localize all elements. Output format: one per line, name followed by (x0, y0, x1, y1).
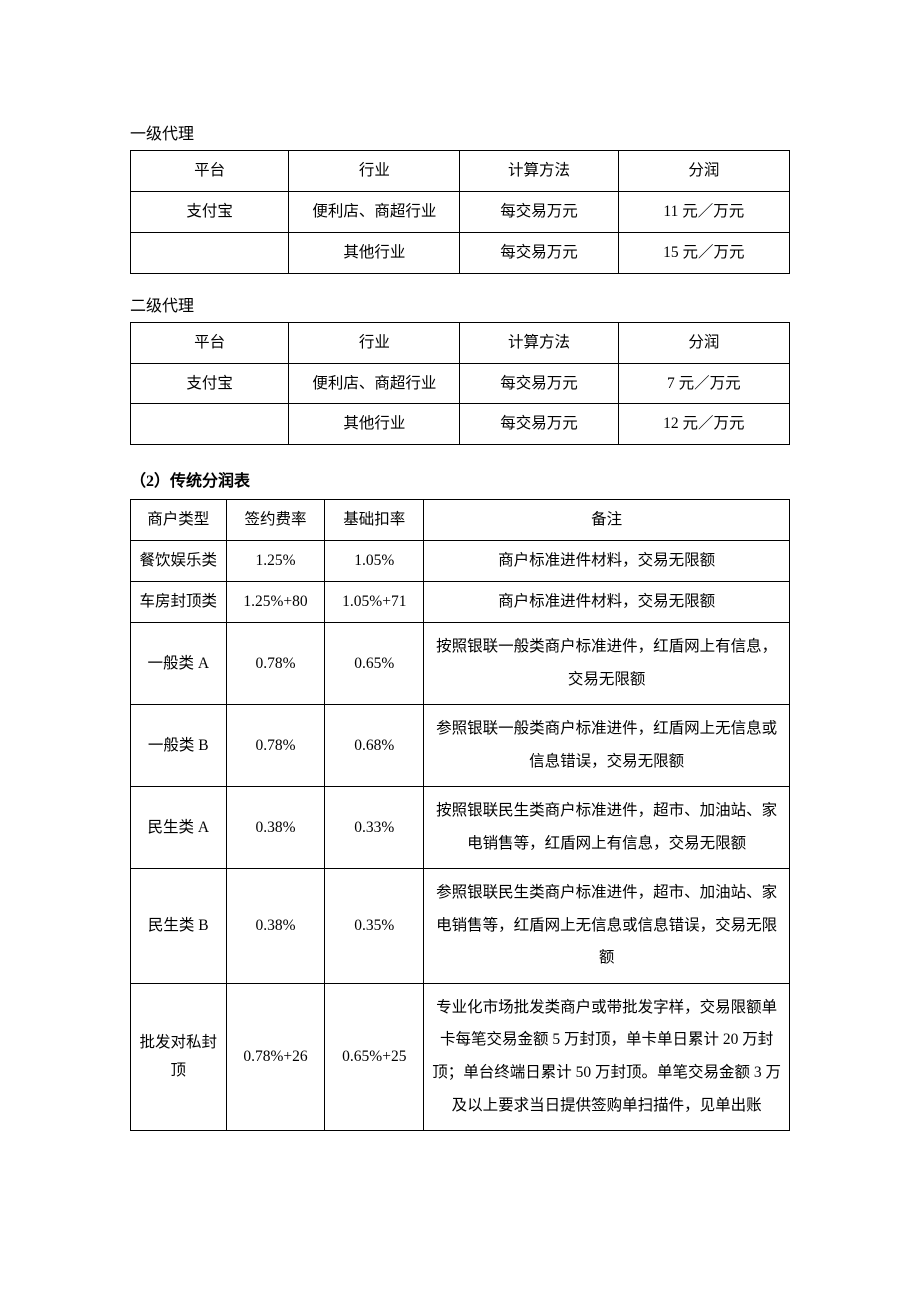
table-row: 支付宝 便利店、商超行业 每交易万元 11 元／万元 (131, 191, 790, 232)
cell-share: 11 元／万元 (618, 191, 789, 232)
cell-share: 7 元／万元 (618, 363, 789, 404)
cell-industry: 便利店、商超行业 (289, 363, 460, 404)
col-method: 计算方法 (460, 322, 618, 363)
col-share: 分润 (618, 151, 789, 192)
cell-platform: 支付宝 (131, 191, 289, 232)
cell-platform: 支付宝 (131, 363, 289, 404)
cell-rate2: 1.05% (325, 541, 424, 582)
cell-industry: 其他行业 (289, 232, 460, 273)
cell-remark: 参照银联民生类商户标准进件，超市、加油站、家电销售等，红盾网上无信息或信息错误，… (424, 869, 790, 984)
col-remark: 备注 (424, 500, 790, 541)
cell-rate2: 0.68% (325, 705, 424, 787)
cell-method: 每交易万元 (460, 363, 618, 404)
cell-method: 每交易万元 (460, 191, 618, 232)
table-header-row: 平台 行业 计算方法 分润 (131, 151, 790, 192)
traditional-share-table: 商户类型 签约费率 基础扣率 备注 餐饮娱乐类 1.25% 1.05% 商户标准… (130, 499, 790, 1131)
col-sign-rate: 签约费率 (226, 500, 325, 541)
table-row: 民生类 B 0.38% 0.35% 参照银联民生类商户标准进件，超市、加油站、家… (131, 869, 790, 984)
cell-rate1: 0.38% (226, 869, 325, 984)
cell-platform (131, 404, 289, 445)
table-row: 支付宝 便利店、商超行业 每交易万元 7 元／万元 (131, 363, 790, 404)
agent-level-2-table: 平台 行业 计算方法 分润 支付宝 便利店、商超行业 每交易万元 7 元／万元 … (130, 322, 790, 446)
cell-rate2: 0.33% (325, 787, 424, 869)
col-share: 分润 (618, 322, 789, 363)
cell-rate2: 0.65%+25 (325, 983, 424, 1130)
cell-type: 批发对私封顶 (131, 983, 227, 1130)
cell-method: 每交易万元 (460, 232, 618, 273)
table-row: 一般类 B 0.78% 0.68% 参照银联一般类商户标准进件，红盾网上无信息或… (131, 705, 790, 787)
table-row: 其他行业 每交易万元 12 元／万元 (131, 404, 790, 445)
col-industry: 行业 (289, 322, 460, 363)
table-row: 其他行业 每交易万元 15 元／万元 (131, 232, 790, 273)
cell-remark: 按照银联民生类商户标准进件，超市、加油站、家电销售等，红盾网上有信息，交易无限额 (424, 787, 790, 869)
col-merchant-type: 商户类型 (131, 500, 227, 541)
cell-rate1: 0.38% (226, 787, 325, 869)
table-row: 一般类 A 0.78% 0.65% 按照银联一般类商户标准进件，红盾网上有信息，… (131, 623, 790, 705)
cell-rate1: 0.78%+26 (226, 983, 325, 1130)
cell-rate1: 0.78% (226, 705, 325, 787)
section3-heading: （2）传统分润表 (130, 467, 790, 491)
cell-rate2: 0.65% (325, 623, 424, 705)
col-industry: 行业 (289, 151, 460, 192)
cell-method: 每交易万元 (460, 404, 618, 445)
cell-remark: 商户标准进件材料，交易无限额 (424, 541, 790, 582)
cell-industry: 其他行业 (289, 404, 460, 445)
cell-type: 民生类 A (131, 787, 227, 869)
cell-platform (131, 232, 289, 273)
cell-type: 一般类 B (131, 705, 227, 787)
cell-type: 民生类 B (131, 869, 227, 984)
cell-share: 15 元／万元 (618, 232, 789, 273)
cell-type: 餐饮娱乐类 (131, 541, 227, 582)
cell-remark: 专业化市场批发类商户或带批发字样，交易限额单卡每笔交易金额 5 万封顶，单卡单日… (424, 983, 790, 1130)
col-platform: 平台 (131, 151, 289, 192)
col-base-rate: 基础扣率 (325, 500, 424, 541)
table-header-row: 商户类型 签约费率 基础扣率 备注 (131, 500, 790, 541)
cell-remark: 参照银联一般类商户标准进件，红盾网上无信息或信息错误，交易无限额 (424, 705, 790, 787)
cell-type: 一般类 A (131, 623, 227, 705)
cell-rate1: 1.25%+80 (226, 582, 325, 623)
cell-type: 车房封顶类 (131, 582, 227, 623)
cell-rate1: 1.25% (226, 541, 325, 582)
table-row: 餐饮娱乐类 1.25% 1.05% 商户标准进件材料，交易无限额 (131, 541, 790, 582)
section2-label: 二级代理 (130, 292, 790, 316)
cell-rate1: 0.78% (226, 623, 325, 705)
table-header-row: 平台 行业 计算方法 分润 (131, 322, 790, 363)
cell-rate2: 1.05%+71 (325, 582, 424, 623)
cell-share: 12 元／万元 (618, 404, 789, 445)
section1-label: 一级代理 (130, 120, 790, 144)
table-row: 批发对私封顶 0.78%+26 0.65%+25 专业化市场批发类商户或带批发字… (131, 983, 790, 1130)
table-row: 车房封顶类 1.25%+80 1.05%+71 商户标准进件材料，交易无限额 (131, 582, 790, 623)
cell-remark: 商户标准进件材料，交易无限额 (424, 582, 790, 623)
col-platform: 平台 (131, 322, 289, 363)
agent-level-1-table: 平台 行业 计算方法 分润 支付宝 便利店、商超行业 每交易万元 11 元／万元… (130, 150, 790, 274)
col-method: 计算方法 (460, 151, 618, 192)
cell-remark: 按照银联一般类商户标准进件，红盾网上有信息，交易无限额 (424, 623, 790, 705)
cell-rate2: 0.35% (325, 869, 424, 984)
table-row: 民生类 A 0.38% 0.33% 按照银联民生类商户标准进件，超市、加油站、家… (131, 787, 790, 869)
cell-industry: 便利店、商超行业 (289, 191, 460, 232)
